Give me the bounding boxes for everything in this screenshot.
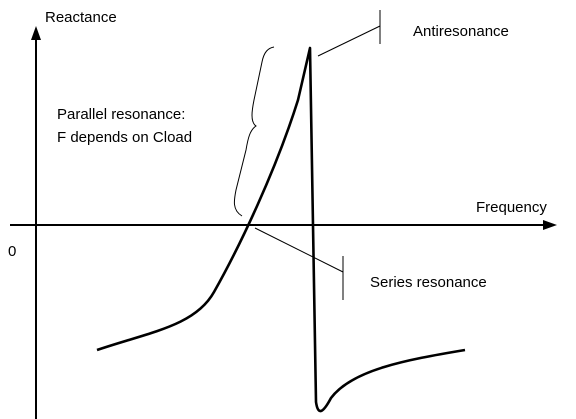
antiresonance-label: Antiresonance bbox=[413, 23, 509, 40]
antiresonance-leader bbox=[317, 25, 381, 57]
origin-label: 0 bbox=[8, 243, 16, 260]
brace bbox=[233, 46, 275, 217]
y-axis-arrow bbox=[31, 26, 41, 40]
reactance-curve bbox=[96, 46, 466, 413]
parallel-label: Parallel resonance: bbox=[57, 106, 185, 123]
series-leader bbox=[254, 227, 344, 273]
x-axis-arrow bbox=[543, 220, 557, 230]
parallel-label: F depends on Cload bbox=[57, 129, 192, 146]
y-label: Reactance bbox=[45, 9, 117, 26]
series-label: Series resonance bbox=[370, 274, 487, 291]
x-label: Frequency bbox=[476, 199, 547, 216]
